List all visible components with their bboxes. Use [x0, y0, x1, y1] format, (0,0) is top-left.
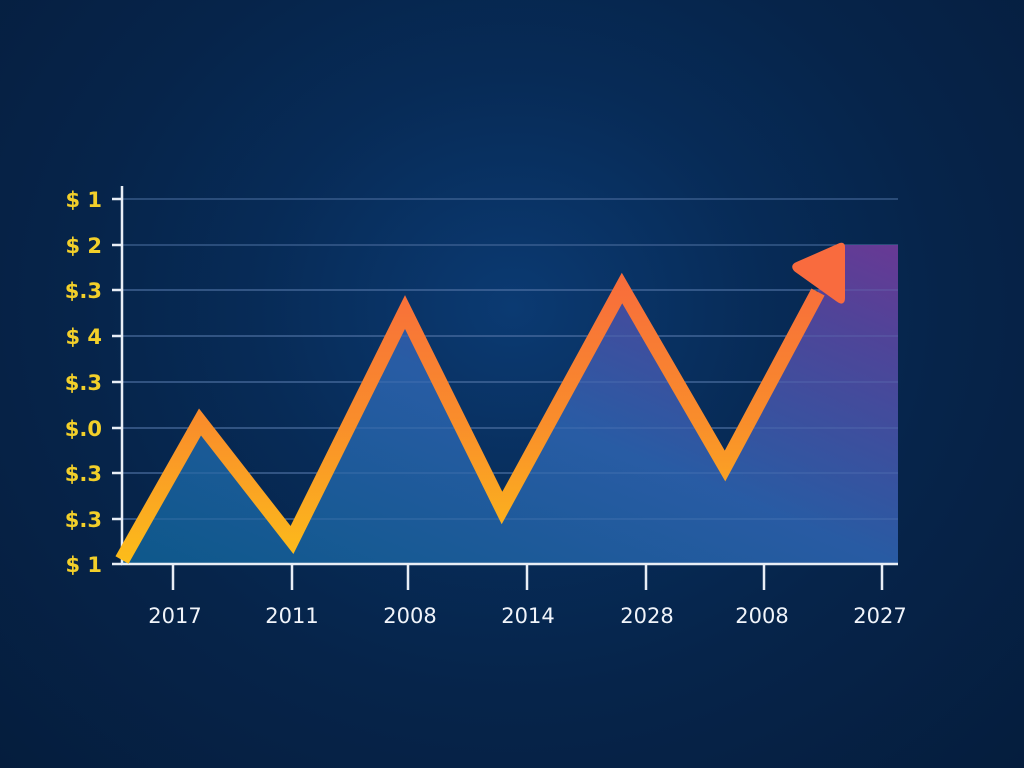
x-label: 2017 [148, 604, 201, 628]
x-label: 2014 [501, 604, 554, 628]
gridlines-over-fill [122, 289, 898, 520]
y-label: $.3 [65, 279, 102, 303]
arrow-head-icon [792, 242, 845, 304]
y-label: $ 2 [65, 234, 102, 258]
axes [120, 186, 898, 566]
y-label: $.3 [65, 462, 102, 486]
gridlines [122, 198, 898, 520]
x-label: 2027 [853, 604, 906, 628]
y-label: $ 4 [65, 325, 102, 349]
x-ticks [171, 565, 884, 590]
y-ticks [112, 197, 122, 566]
x-label: 2008 [735, 604, 788, 628]
x-axis-labels: 2017 2011 2008 2014 2028 2008 2027 [148, 604, 906, 628]
y-label: $.3 [65, 508, 102, 532]
trend-line [115, 272, 825, 564]
area-fill [122, 245, 898, 564]
y-axis-labels: $ 1 $ 2 $.3 $ 4 $.3 $.0 $.3 $.3 $ 1 [65, 188, 102, 577]
y-label: $.3 [65, 371, 102, 395]
y-label: $.0 [65, 417, 102, 441]
x-label: 2011 [265, 604, 318, 628]
x-label: 2028 [620, 604, 673, 628]
x-label: 2008 [383, 604, 436, 628]
y-label: $ 1 [65, 553, 102, 577]
y-label: $ 1 [65, 188, 102, 212]
